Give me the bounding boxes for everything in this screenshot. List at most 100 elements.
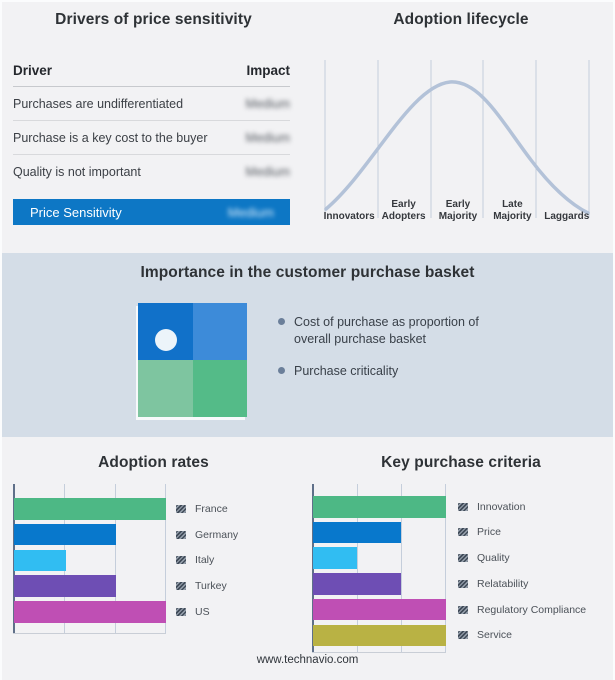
driver-cell: Purchase is a key cost to the buyer: [13, 131, 208, 145]
stage-label: Early Majority: [438, 199, 478, 222]
bullet-item: Cost of purchase as proportion of overal…: [278, 314, 514, 347]
drivers-table-body: Purchases are undifferentiated Medium Purc…: [13, 87, 290, 188]
bar-france: [14, 498, 166, 520]
table-row: Purchases are undifferentiated Medium: [13, 87, 290, 121]
impact-column-header: Impact: [246, 63, 290, 78]
quadrant-bottom-left: [138, 360, 193, 417]
impact-cell: Medium: [245, 165, 290, 179]
page-edge-top: [0, 0, 615, 2]
legend-swatch-icon: [458, 528, 468, 537]
legend-item: Regulatory Compliance: [458, 599, 586, 621]
quadrant-bottom-right: [192, 360, 247, 417]
bullet-icon: [278, 318, 285, 325]
legend-item: Service: [458, 625, 512, 647]
driver-column-header: Driver: [13, 63, 53, 78]
key-purchase-criteria-legend: Innovation Price Quality Relatability Regula…: [458, 484, 615, 652]
gridline: [357, 484, 358, 652]
quadrant-top-left: [138, 303, 193, 360]
legend-label: Quality: [477, 552, 510, 565]
highlight-driver-label: Price Sensitivity: [30, 204, 122, 220]
legend-label: Service: [477, 629, 513, 642]
page-edge-right: [613, 0, 615, 680]
bullet-text: Purchase criticality: [294, 364, 399, 378]
drivers-panel-title: Drivers of price sensitivity: [55, 11, 252, 28]
bar-us: [14, 601, 166, 623]
driver-cell: Purchases are undifferentiated: [13, 97, 184, 111]
legend-item: France: [176, 498, 228, 520]
purchase-basket-quadrant: [138, 303, 247, 417]
legend-label: US: [195, 605, 210, 618]
bar-quality: [313, 547, 357, 569]
adoption-rates-plot: [13, 484, 166, 634]
key-purchase-criteria-chart-title: Key purchase criteria: [381, 454, 541, 471]
bar-innovation: [313, 496, 446, 518]
legend-item: Turkey: [176, 575, 227, 597]
bar-regulatory-compliance: [313, 598, 446, 621]
bar-turkey: [14, 575, 116, 597]
table-row: Quality is not important Medium: [13, 155, 290, 188]
stage-label: Laggards: [544, 210, 590, 222]
stage-label: Late Majority: [493, 199, 532, 222]
legend-swatch-icon: [176, 607, 186, 616]
bar-service: [313, 624, 446, 646]
legend-swatch-icon: [458, 579, 468, 588]
drivers-table: Driver Impact Purchases are undifferenti…: [13, 63, 290, 225]
quadrant-position-marker: [155, 329, 177, 351]
gridline: [165, 484, 166, 633]
legend-item: Germany: [176, 524, 238, 546]
basket-bullet-list: Cost of purchase as proportion of overal…: [278, 314, 514, 396]
lifecycle-stage-labels: Innovators Early Adopters Early Majority La…: [322, 199, 594, 222]
table-row: Purchase is a key cost to the buyer Mediu…: [13, 121, 290, 155]
legend-swatch-icon: [176, 582, 186, 591]
stage-label: Innovators: [323, 210, 375, 222]
gridline: [401, 484, 402, 652]
legend-swatch-icon: [458, 554, 468, 563]
quadrant-top-right: [192, 303, 247, 360]
price-sensitivity-highlight-row: Price Sensitivity Medium: [13, 199, 290, 225]
legend-item: US: [176, 601, 210, 623]
legend-item: Innovation: [458, 496, 525, 518]
legend-label: Italy: [195, 554, 215, 567]
legend-swatch-icon: [176, 556, 186, 565]
legend-label: France: [195, 502, 228, 515]
bar-italy: [14, 549, 66, 572]
bar-relatability: [313, 573, 401, 595]
bar-germany: [14, 523, 116, 546]
legend-swatch-icon: [458, 502, 468, 511]
bar-price: [313, 521, 401, 544]
key-purchase-criteria-plot: [312, 484, 446, 653]
legend-label: Relatability: [477, 577, 529, 590]
legend-item: Relatability: [458, 573, 528, 595]
page-edge-left: [0, 0, 2, 680]
drivers-table-header: Driver Impact: [13, 63, 290, 87]
bullet-item: Purchase criticality: [278, 363, 514, 380]
legend-swatch-icon: [176, 530, 186, 539]
lifecycle-gridlines: [324, 60, 590, 218]
adoption-rates-chart-title: Adoption rates: [98, 454, 209, 471]
gridline: [115, 484, 116, 633]
legend-swatch-icon: [458, 605, 468, 614]
driver-cell: Quality is not important: [13, 165, 141, 179]
bullet-icon: [278, 367, 285, 374]
legend-item: Italy: [176, 550, 214, 572]
stage-label: Early Adopters: [381, 199, 426, 222]
purchase-basket-band: [2, 253, 613, 437]
basket-panel-title: Importance in the customer purchase bask…: [140, 264, 475, 281]
adoption-lifecycle-curve: [324, 60, 590, 218]
bell-curve: [324, 80, 590, 215]
legend-label: Price: [477, 526, 501, 539]
adoption-rates-legend: France Germany Italy Turkey US: [176, 484, 336, 633]
bullet-text: Cost of purchase as proportion of overal…: [294, 315, 479, 346]
gridline: [445, 484, 446, 652]
highlight-impact-value: Medium: [227, 204, 274, 220]
impact-cell: Medium: [245, 97, 290, 111]
legend-swatch-icon: [458, 631, 468, 640]
legend-label: Innovation: [477, 500, 526, 513]
legend-item: Quality: [458, 547, 510, 569]
lifecycle-panel-title: Adoption lifecycle: [393, 11, 529, 28]
legend-label: Regulatory Compliance: [477, 603, 587, 616]
legend-label: Germany: [195, 528, 239, 541]
impact-cell: Medium: [245, 131, 290, 145]
legend-label: Turkey: [195, 580, 227, 593]
legend-swatch-icon: [176, 504, 186, 513]
